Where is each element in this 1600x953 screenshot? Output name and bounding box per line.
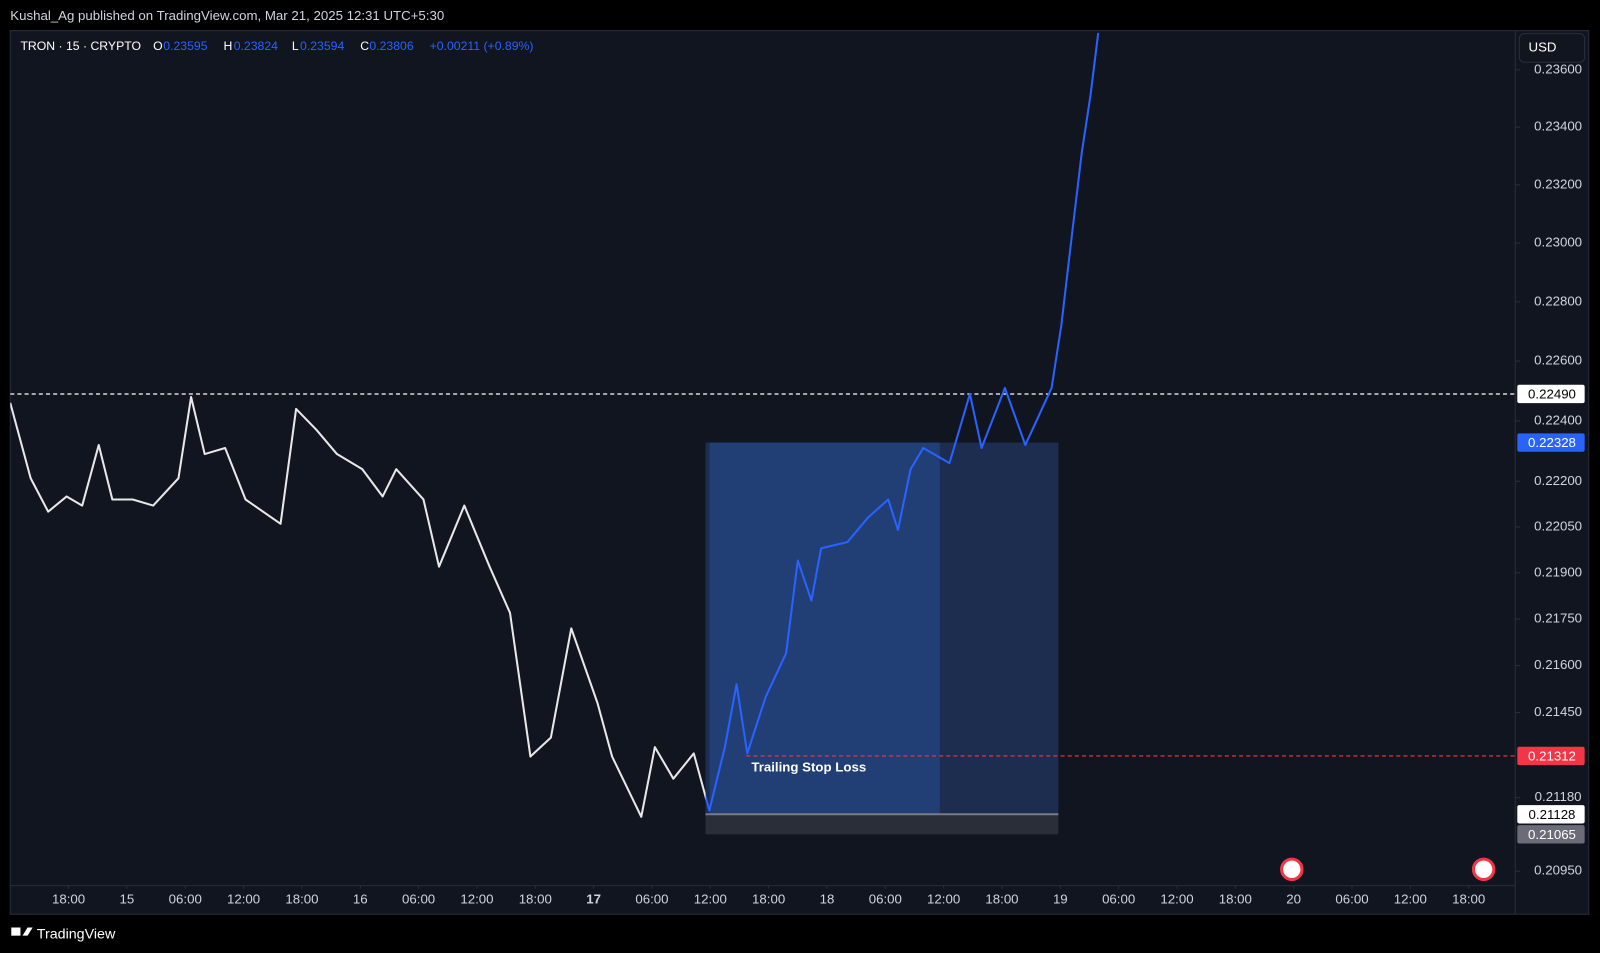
x-tick-label: 06:00 — [1335, 891, 1368, 906]
y-tick-label: 0.23000 — [1534, 235, 1582, 250]
price-tag-label: 0.21312 — [1528, 748, 1576, 763]
x-tick-label: 18:00 — [1219, 891, 1252, 906]
y-tick-label: 0.21600 — [1534, 657, 1582, 672]
close-value: 0.23806 — [369, 39, 413, 53]
price-tag — [1517, 433, 1585, 452]
x-tick-label: 12:00 — [460, 891, 493, 906]
annotation: Trailing Stop Loss — [751, 760, 866, 775]
y-tick-label: 0.23400 — [1534, 119, 1582, 134]
logo-mark — [11, 927, 21, 936]
price-tag-label: 0.22328 — [1528, 435, 1576, 450]
legend: TRON · 15 · CRYPTO O 0.23595 H 0.23824 L… — [20, 39, 533, 53]
x-tick-label: 15 — [120, 891, 135, 906]
x-tick-label: 06:00 — [869, 891, 902, 906]
x-tick-label: 06:00 — [635, 891, 668, 906]
x-tick-label: 12:00 — [1394, 891, 1427, 906]
currency-button-bg[interactable] — [1518, 33, 1586, 63]
position-stop-zone — [705, 814, 1059, 835]
x-tick-label: 12:00 — [927, 891, 960, 906]
y-tick-label: 0.21180 — [1535, 789, 1582, 804]
y-tick-label: 0.23600 — [1534, 61, 1582, 76]
event-flags — [1280, 857, 1496, 882]
currency-button[interactable]: USD — [1518, 33, 1586, 63]
x-tick-label: 12:00 — [227, 891, 260, 906]
y-tick-label: 0.22400 — [1534, 412, 1582, 427]
x-tick-label: 18:00 — [519, 891, 552, 906]
footer-brand: TradingView — [37, 926, 116, 942]
high-value: 0.23824 — [234, 39, 278, 53]
y-tick-label: 0.21450 — [1534, 704, 1582, 719]
price-line — [10, 32, 1100, 818]
price-tag-label: 0.21065 — [1528, 827, 1576, 842]
event-flag[interactable] — [1471, 857, 1496, 882]
open-label: O — [153, 39, 163, 53]
x-tick-label: 06:00 — [402, 891, 435, 906]
x-tick-label: 18:00 — [1452, 891, 1485, 906]
x-tick-label: 20 — [1286, 891, 1301, 906]
y-tick-label: 0.20950 — [1534, 863, 1582, 878]
open-value: 0.23595 — [163, 39, 207, 53]
price-tag-label: 0.22490 — [1528, 386, 1576, 401]
x-tick-label: 12:00 — [694, 891, 727, 906]
y-tick-label: 0.22050 — [1534, 518, 1582, 533]
price-tag — [1517, 746, 1585, 766]
x-tick-label: 18:00 — [285, 891, 318, 906]
event-flag[interactable] — [1280, 857, 1304, 882]
change: +0.00211 (+0.89%) — [430, 39, 534, 53]
low-label: L — [292, 39, 299, 53]
logo-mark — [22, 927, 33, 936]
y-tick-label: 0.23200 — [1534, 176, 1582, 191]
y-tick-label: 0.22600 — [1534, 353, 1582, 368]
x-tick-label: 16 — [353, 891, 368, 906]
y-tick-label: 0.22800 — [1534, 293, 1582, 308]
currency-label[interactable]: USD — [1529, 39, 1557, 54]
plot-area: Trailing Stop Loss — [10, 32, 1516, 835]
high-label: H — [224, 39, 233, 53]
x-tick-label: 18:00 — [752, 891, 785, 906]
low-value: 0.23594 — [300, 39, 344, 53]
x-tick-label: 18 — [820, 891, 835, 906]
footer-logo: TradingView — [11, 926, 116, 942]
x-tick-label: 12:00 — [1160, 891, 1193, 906]
x-tick-label: 18:00 — [985, 891, 1018, 906]
symbol: TRON · 15 · CRYPTO — [20, 39, 141, 53]
close-label: C — [360, 39, 369, 53]
price-tag — [1517, 384, 1585, 404]
x-tick-label: 18:00 — [52, 891, 85, 906]
y-tick-label: 0.21900 — [1534, 564, 1582, 579]
x-tick-label: 19 — [1053, 891, 1068, 906]
price-tag-label: 0.21128 — [1529, 807, 1576, 822]
y-tick-label: 0.21750 — [1534, 611, 1582, 626]
x-tick-label: 06:00 — [1102, 891, 1135, 906]
y-tick-label: 0.22200 — [1534, 473, 1582, 488]
x-tick-label: 06:00 — [169, 891, 202, 906]
x-tick-label: 17 — [586, 891, 601, 906]
price-tag — [1517, 805, 1585, 824]
price-tag — [1517, 825, 1585, 844]
header-title: Kushal_Ag published on TradingView.com, … — [10, 8, 444, 23]
